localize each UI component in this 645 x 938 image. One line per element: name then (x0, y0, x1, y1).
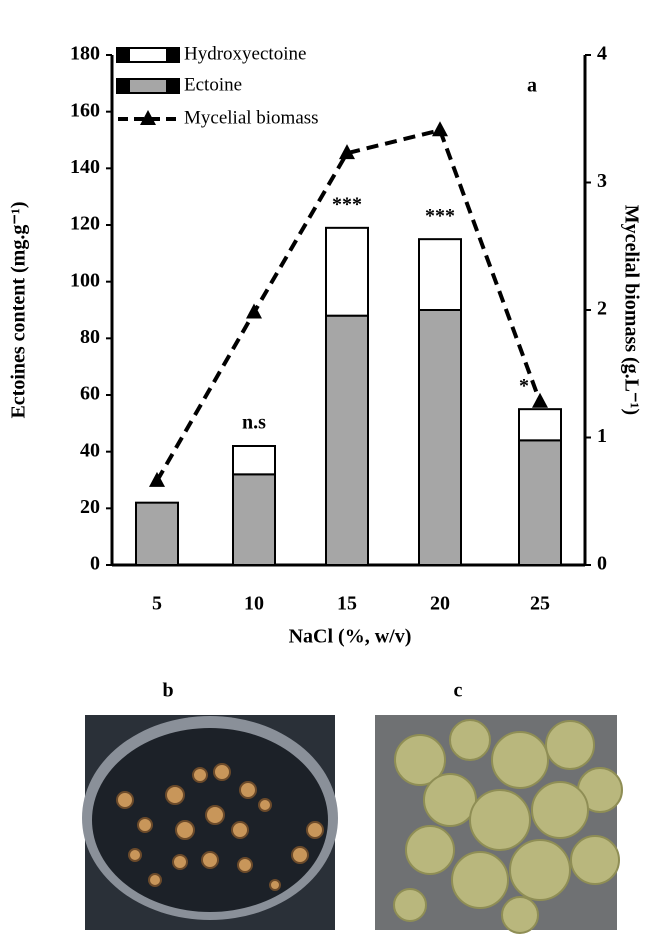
y-tick-label: 20 (80, 496, 100, 518)
legend-label: Hydroxyectoine (184, 43, 306, 64)
y-tick-label: 40 (80, 439, 100, 461)
y2-tick-label: 1 (597, 425, 607, 447)
bar-segment (518, 408, 562, 442)
significance-label: n.s (242, 412, 266, 434)
marker (246, 303, 262, 319)
legend-label: Mycelial biomass (184, 107, 319, 128)
y-tick-label: 120 (70, 213, 100, 235)
y-tick-label: 180 (70, 43, 100, 65)
marker (149, 471, 165, 487)
y-tick-label: 60 (80, 383, 100, 405)
y-tick-label: 80 (80, 326, 100, 348)
photo-c (375, 715, 623, 934)
y2-tick-label: 3 (597, 170, 607, 192)
y-tick-label: 100 (70, 269, 100, 291)
x-tick-label: 15 (337, 593, 357, 615)
bar-segment (418, 238, 462, 312)
bar-segment (518, 439, 562, 567)
bar-segment (232, 445, 276, 476)
legend-swatch (130, 49, 166, 61)
y2-tick-label: 0 (597, 553, 607, 575)
x-axis-title: NaCl (%, w/v) (289, 626, 412, 648)
bar-segment (325, 226, 369, 317)
bar-segment (418, 309, 462, 566)
marker (532, 392, 548, 408)
y2-tick-label: 2 (597, 298, 607, 320)
marker (432, 121, 448, 137)
photo-b (82, 715, 338, 930)
legend-label: Ectoine (184, 74, 242, 95)
bar-segment (232, 473, 276, 567)
x-tick-label: 20 (430, 593, 450, 615)
panel-label: b (162, 680, 173, 702)
significance-label: *** (332, 193, 362, 215)
y-axis-title: Ectoines content (mg.g⁻¹) (8, 201, 30, 418)
y-tick-label: 160 (70, 99, 100, 121)
x-tick-label: 10 (244, 593, 264, 615)
significance-label: *** (425, 205, 455, 227)
significance-label: * (519, 375, 529, 397)
panel-label: c (454, 680, 463, 702)
panel-label: a (527, 75, 537, 97)
y2-axis-title: Mycelial biomass (g.L⁻¹) (620, 205, 642, 415)
bar-segment (135, 501, 179, 566)
y2-tick-label: 4 (597, 43, 607, 65)
x-tick-label: 5 (152, 593, 162, 615)
y-tick-label: 140 (70, 156, 100, 178)
y-tick-label: 0 (90, 553, 100, 575)
line (155, 127, 542, 482)
bar-segment (325, 314, 369, 566)
x-tick-label: 25 (530, 593, 550, 615)
legend-swatch (130, 80, 166, 92)
legend-swatch (140, 110, 156, 125)
marker (339, 144, 355, 160)
